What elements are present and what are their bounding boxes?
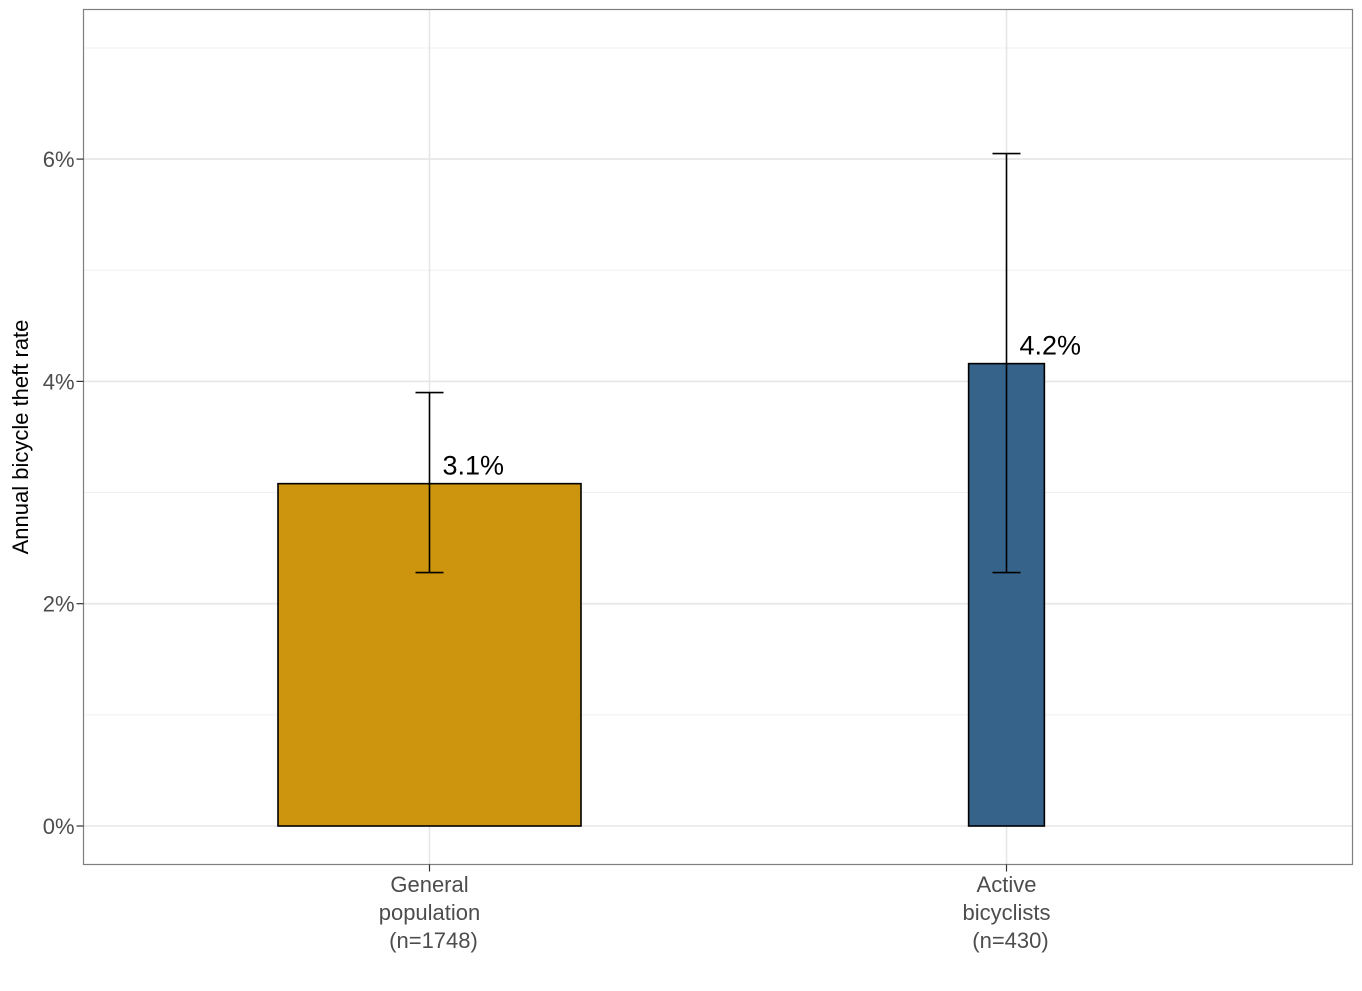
y-axis: 0% 2% 4% 6% [43,147,84,839]
x-tick-label-line: (n=1748) [389,928,478,953]
bars [277,362,1046,827]
plot-panel-border [82,8,1354,866]
x-tick-label-line: (n=430) [972,928,1048,953]
error-bars [415,152,1021,574]
error-bar-1 [415,391,444,574]
y-axis-title: Annual bicycle theft rate [8,320,33,555]
value-label-1: 3.1% [443,451,505,481]
y-tick-label: 2% [43,592,75,617]
x-tick-label-line: population [379,900,481,925]
major-gridlines [83,9,1353,865]
error-bar-2 [992,152,1021,574]
y-tick-label: 4% [43,369,75,394]
x-axis: General population (n=1748) Active bicyclist… [379,864,1051,953]
x-tick-label-line: Active [977,872,1037,897]
value-labels: 3.1% 4.2% [443,331,1082,481]
x-tick-label-line: bicyclists [962,900,1050,925]
value-label-2: 4.2% [1020,331,1082,361]
x-tick-label-1: General population (n=1748) [379,872,481,953]
y-tick-label: 6% [43,147,75,172]
y-tick-label: 0% [43,814,75,839]
x-tick-label-line: General [390,872,468,897]
x-tick-label-2: Active bicyclists (n=430) [962,872,1050,953]
